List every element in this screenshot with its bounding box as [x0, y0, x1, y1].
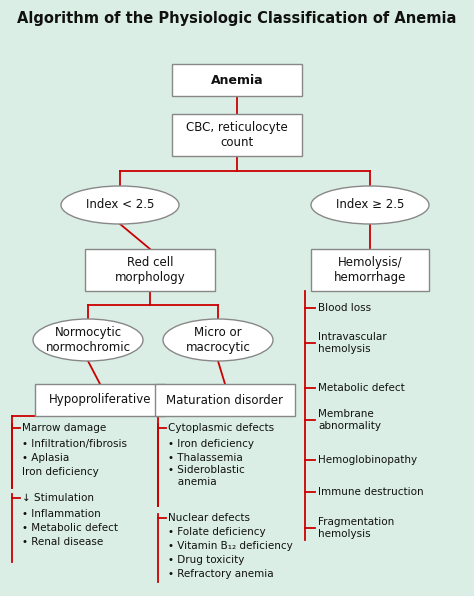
Text: • Infiltration/fibrosis: • Infiltration/fibrosis: [22, 439, 127, 449]
Text: Red cell
morphology: Red cell morphology: [115, 256, 185, 284]
Text: • Iron deficiency: • Iron deficiency: [168, 439, 254, 449]
Ellipse shape: [311, 186, 429, 224]
Text: Intravascular
hemolysis: Intravascular hemolysis: [318, 332, 387, 354]
Text: Algorithm of the Physiologic Classification of Anemia: Algorithm of the Physiologic Classificat…: [18, 11, 456, 26]
FancyBboxPatch shape: [35, 384, 165, 416]
Text: • Refractory anemia: • Refractory anemia: [168, 569, 273, 579]
FancyBboxPatch shape: [155, 384, 295, 416]
Text: Blood loss: Blood loss: [318, 303, 371, 313]
Text: Nuclear defects: Nuclear defects: [168, 513, 250, 523]
Text: • Metabolic defect: • Metabolic defect: [22, 523, 118, 533]
Ellipse shape: [33, 319, 143, 361]
Text: Hypoproliferative: Hypoproliferative: [49, 393, 151, 406]
Text: • Thalassemia: • Thalassemia: [168, 453, 243, 463]
Text: • Drug toxicity: • Drug toxicity: [168, 555, 245, 565]
Text: Anemia: Anemia: [210, 73, 264, 86]
Text: • Vitamin B₁₂ deficiency: • Vitamin B₁₂ deficiency: [168, 541, 293, 551]
Text: • Inflammation: • Inflammation: [22, 509, 101, 519]
Text: Membrane
abnormality: Membrane abnormality: [318, 409, 381, 431]
Text: Hemolysis/
hemorrhage: Hemolysis/ hemorrhage: [334, 256, 406, 284]
FancyBboxPatch shape: [311, 249, 429, 291]
Text: Normocytic
normochromic: Normocytic normochromic: [46, 326, 130, 354]
Text: CBC, reticulocyte
count: CBC, reticulocyte count: [186, 121, 288, 149]
Text: • Renal disease: • Renal disease: [22, 537, 103, 547]
Text: Metabolic defect: Metabolic defect: [318, 383, 405, 393]
Text: Index < 2.5: Index < 2.5: [86, 198, 154, 212]
Text: Cytoplasmic defects: Cytoplasmic defects: [168, 423, 274, 433]
Ellipse shape: [163, 319, 273, 361]
Text: Hemoglobinopathy: Hemoglobinopathy: [318, 455, 417, 465]
FancyBboxPatch shape: [172, 114, 302, 156]
Text: ↓ Stimulation: ↓ Stimulation: [22, 493, 94, 503]
FancyBboxPatch shape: [85, 249, 215, 291]
FancyBboxPatch shape: [172, 64, 302, 96]
Text: • Aplasia: • Aplasia: [22, 453, 69, 463]
Text: • Sideroblastic
   anemia: • Sideroblastic anemia: [168, 465, 245, 487]
Text: Index ≥ 2.5: Index ≥ 2.5: [336, 198, 404, 212]
Text: Immune destruction: Immune destruction: [318, 487, 424, 497]
Text: • Folate deficiency: • Folate deficiency: [168, 527, 265, 537]
Ellipse shape: [61, 186, 179, 224]
Text: Fragmentation
hemolysis: Fragmentation hemolysis: [318, 517, 394, 539]
Text: Marrow damage: Marrow damage: [22, 423, 106, 433]
Text: Micro or
macrocytic: Micro or macrocytic: [185, 326, 250, 354]
Text: Maturation disorder: Maturation disorder: [166, 393, 283, 406]
Text: Iron deficiency: Iron deficiency: [22, 467, 99, 477]
